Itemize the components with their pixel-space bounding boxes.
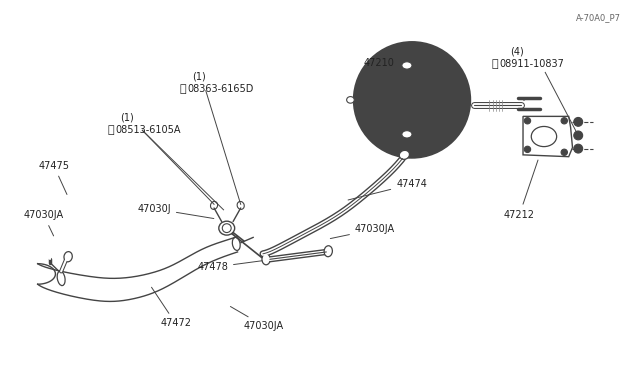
Text: Ⓢ: Ⓢ [179, 84, 186, 94]
Ellipse shape [262, 254, 270, 265]
Ellipse shape [399, 150, 410, 159]
Ellipse shape [402, 131, 412, 138]
Text: Ⓝ: Ⓝ [492, 60, 498, 69]
Circle shape [574, 118, 582, 126]
Text: 08513-6105A: 08513-6105A [116, 125, 181, 135]
Text: (1): (1) [192, 71, 205, 81]
Text: 08911-10837: 08911-10837 [500, 60, 564, 69]
Text: A-70A0_P7: A-70A0_P7 [577, 13, 621, 22]
Circle shape [524, 118, 531, 124]
Circle shape [561, 118, 568, 124]
Text: 47030JA: 47030JA [230, 307, 284, 331]
Text: 47210: 47210 [363, 58, 394, 81]
Ellipse shape [237, 202, 244, 209]
Text: (4): (4) [510, 46, 524, 57]
Ellipse shape [211, 202, 218, 209]
Text: (1): (1) [120, 112, 134, 122]
Circle shape [561, 149, 568, 155]
Text: 47474: 47474 [348, 179, 427, 200]
Text: 47478: 47478 [197, 261, 262, 272]
Text: 47212: 47212 [504, 160, 538, 219]
Circle shape [524, 146, 531, 153]
Text: 47472: 47472 [152, 287, 191, 328]
Circle shape [574, 144, 582, 153]
Text: 47030JA: 47030JA [330, 224, 395, 238]
Text: 08363-6165D: 08363-6165D [188, 84, 254, 94]
Text: Ⓢ: Ⓢ [108, 125, 114, 135]
Circle shape [403, 91, 420, 109]
Text: 47030J: 47030J [138, 204, 214, 218]
Circle shape [574, 131, 582, 140]
Ellipse shape [324, 246, 332, 257]
Circle shape [354, 42, 470, 158]
Ellipse shape [402, 62, 412, 69]
Polygon shape [523, 116, 573, 157]
Text: 47475: 47475 [38, 161, 69, 195]
Text: 47030JA: 47030JA [24, 210, 64, 236]
Ellipse shape [64, 251, 72, 262]
Ellipse shape [219, 221, 235, 235]
Ellipse shape [347, 97, 355, 103]
